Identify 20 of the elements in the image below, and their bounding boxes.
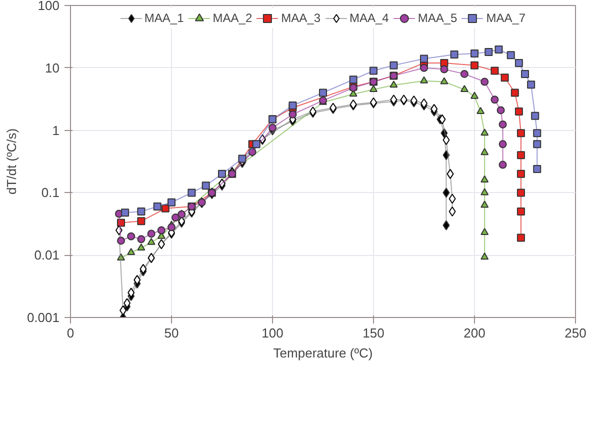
legend-label: MAA_3 [281,11,320,25]
x-tick-label: 100 [262,326,284,340]
y-tick-label: 100 [38,0,60,13]
y-tick-label: 0.01 [34,248,60,263]
legend-label: MAA_7 [486,11,526,25]
y-tick-label: 1 [52,122,60,138]
x-tick-label: 50 [164,326,179,340]
x-axis-title: Temperature (ºC) [273,346,373,360]
x-tick-label: 150 [362,326,384,340]
legend-label: MAA_4 [350,11,389,25]
legend-label: MAA_5 [418,11,458,25]
legend-label: MAA_2 [212,11,252,25]
y-tick-label: 10 [45,60,60,76]
y-tick-label: 0.001 [26,310,60,325]
x-tick-label: 0 [66,326,74,340]
legend-label: MAA_1 [144,11,184,25]
x-tick-label: 250 [564,326,586,340]
y-axis-title: dT/dt (ºC/s) [4,128,19,195]
x-tick-label: 200 [464,326,486,340]
y-tick-label: 0.1 [41,185,60,200]
